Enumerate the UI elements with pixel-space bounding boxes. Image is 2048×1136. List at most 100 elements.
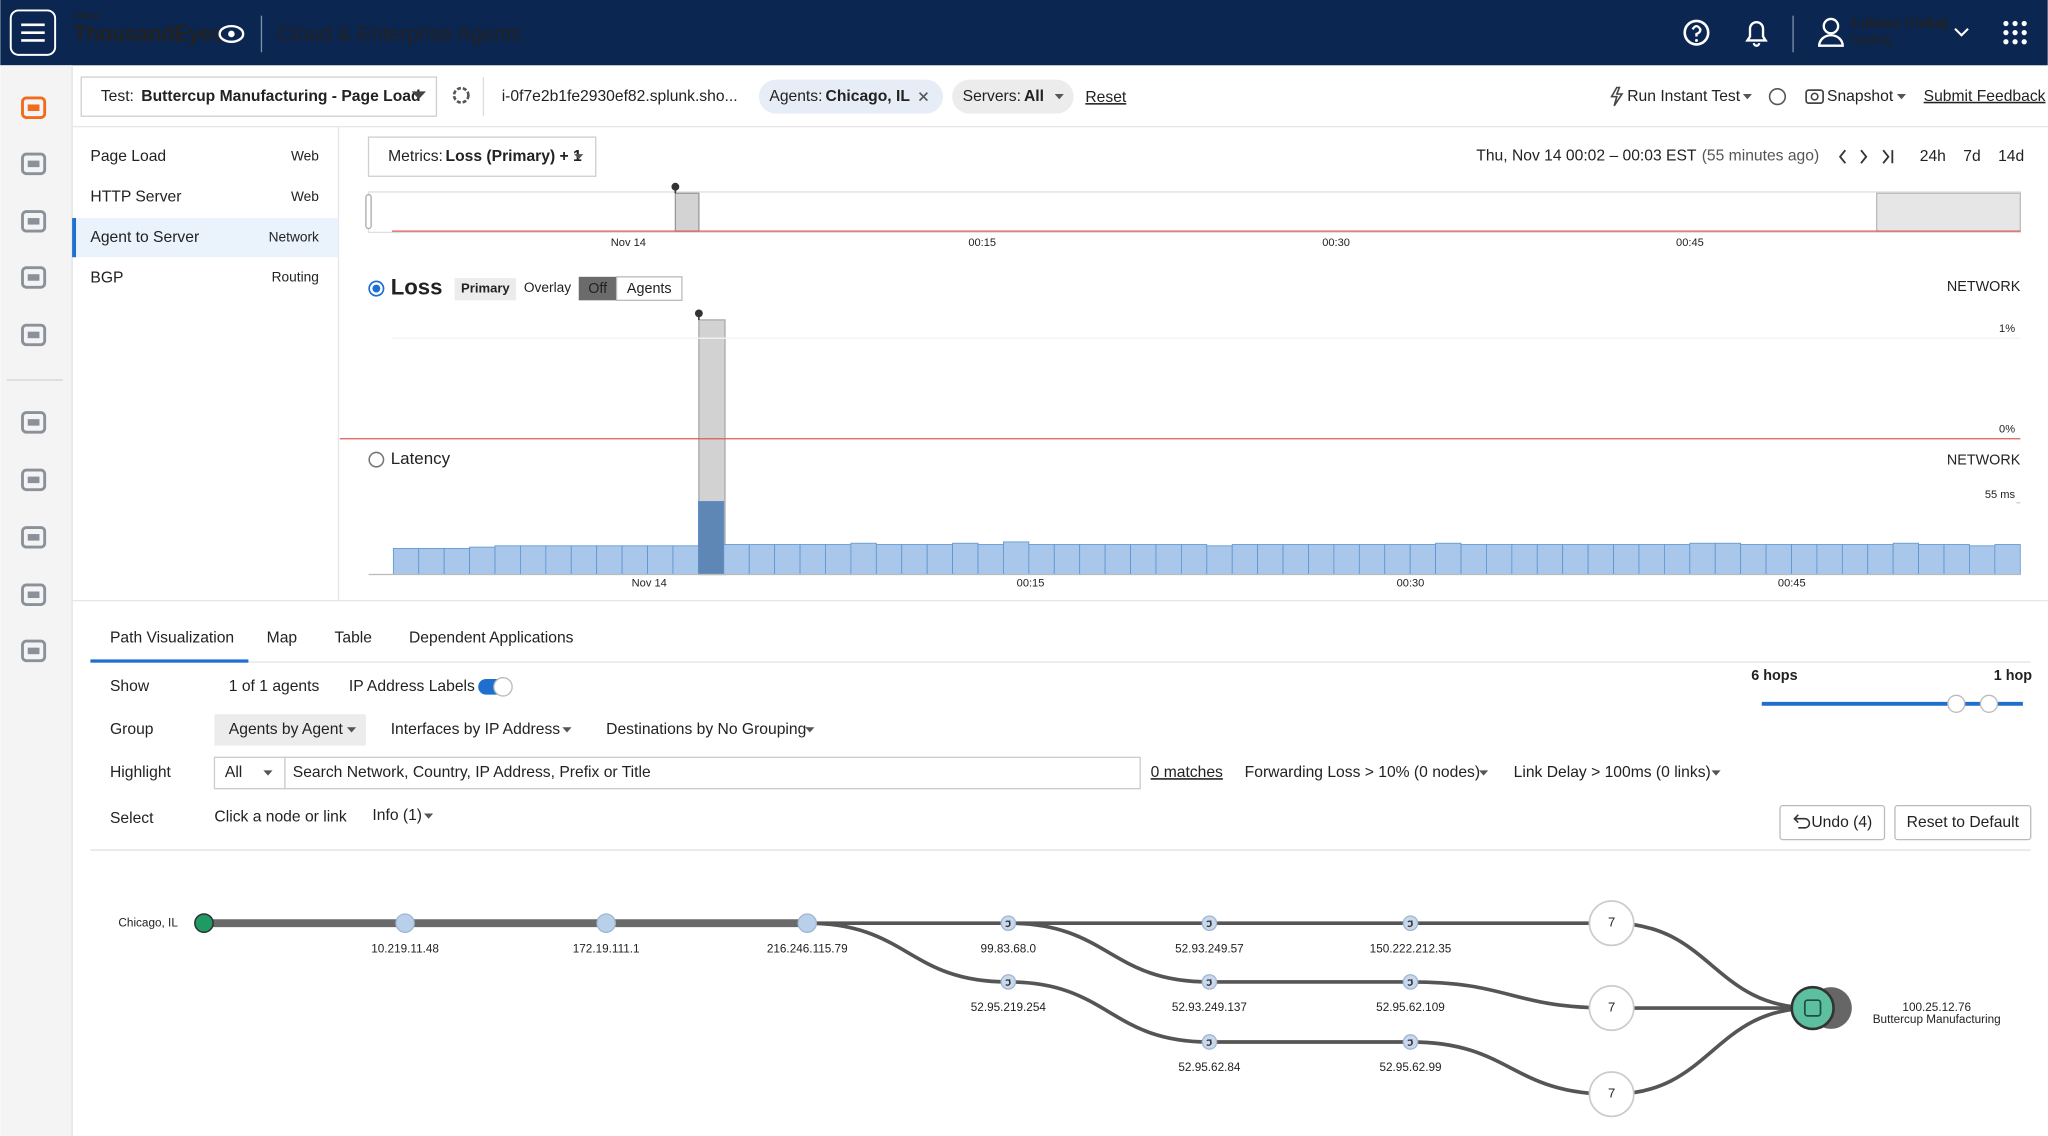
apps-dot	[2012, 39, 2017, 44]
group-option[interactable]: Agents by Agent	[229, 721, 344, 738]
latency-scope: NETWORK	[1947, 453, 2021, 469]
hops-knob[interactable]	[1948, 695, 1965, 712]
reset-link[interactable]: Reset	[1085, 89, 1127, 106]
hop-node[interactable]	[1202, 1035, 1216, 1049]
latency-bar	[1308, 544, 1333, 574]
help-dot	[1695, 39, 1698, 42]
hidden-hops-count: 7	[1608, 999, 1615, 1014]
tab[interactable]: Map	[267, 630, 298, 647]
latency-bar	[1181, 544, 1206, 574]
hop-node[interactable]	[798, 914, 816, 932]
latency-bar	[978, 544, 1003, 574]
link-delay[interactable]: Link Delay > 100ms (0 links)	[1514, 764, 1711, 781]
hop-label: 10.219.11.48	[371, 942, 439, 955]
latency-bar	[1410, 544, 1435, 574]
layer-name[interactable]: HTTP Server	[90, 188, 181, 205]
latency-bar	[1232, 544, 1257, 574]
overview-frame	[369, 192, 2021, 232]
latency-y-tick-label: 55 ms	[1985, 489, 2016, 501]
latency-bar	[648, 546, 673, 575]
nav-icon-detail	[28, 274, 40, 281]
layer-selected-bar	[72, 218, 76, 257]
hop-node[interactable]	[1403, 975, 1417, 989]
latency-bar	[1105, 544, 1130, 574]
overview-pin-head	[671, 183, 679, 191]
sidebar	[0, 65, 72, 1136]
layer-kind: Routing	[272, 270, 319, 285]
info[interactable]: Info (1)	[372, 807, 422, 824]
run-instant-test[interactable]: Run Instant Test	[1627, 88, 1741, 105]
latency-bar	[1512, 544, 1537, 574]
submit-feedback[interactable]: Submit Feedback	[1924, 88, 2046, 105]
hop-label: 52.93.249.137	[1172, 1001, 1247, 1014]
servers-label: Servers:	[963, 88, 1021, 105]
latency-bar	[1486, 544, 1511, 574]
hop-node[interactable]	[597, 914, 615, 932]
layer-kind: Web	[291, 148, 319, 163]
snapshot[interactable]: Snapshot	[1827, 88, 1894, 105]
tab[interactable]: Path Visualization	[110, 630, 234, 647]
latency-bar	[470, 547, 495, 574]
hops-knob[interactable]	[1980, 695, 1997, 712]
prev-arrow[interactable]	[1840, 150, 1845, 163]
apps-dot	[2012, 30, 2017, 35]
hop-node[interactable]	[1202, 916, 1216, 930]
hop-node[interactable]	[1202, 975, 1216, 989]
metrics-label: Metrics:	[388, 148, 443, 165]
time-span[interactable]: 7d	[1963, 148, 1980, 165]
time-span[interactable]: 24h	[1920, 148, 1946, 165]
latency-bar	[1131, 544, 1156, 574]
group-option[interactable]: Destinations by No Grouping	[606, 721, 806, 738]
time-range: Thu, Nov 14 00:02 – 00:03 EST(55 minutes…	[1476, 148, 1819, 165]
layer-name[interactable]: Page Load	[90, 148, 166, 165]
control-label: Select	[110, 810, 154, 827]
layer-name[interactable]: BGP	[90, 269, 123, 286]
layer-name[interactable]: Agent to Server	[90, 229, 199, 246]
nav-icon-detail	[28, 332, 40, 339]
agent-node[interactable]	[195, 914, 213, 932]
user-name[interactable]: Łukasz Ciukaj	[1852, 15, 1948, 31]
hop-node[interactable]	[1403, 916, 1417, 930]
reset-default-label: Reset to Default	[1907, 814, 2020, 831]
loss-overlay: Overlay	[524, 280, 571, 295]
overview-handle	[366, 195, 371, 229]
latency-bar	[1664, 544, 1689, 574]
destination-node[interactable]	[1792, 987, 1834, 1029]
settings-icon[interactable]	[454, 88, 468, 102]
nav-icon-detail	[28, 592, 40, 599]
latency-bar	[1868, 544, 1893, 574]
loss-radio-dot	[372, 285, 380, 293]
path-link[interactable]	[1612, 1008, 1813, 1094]
time-span[interactable]: 14d	[1998, 148, 2024, 165]
latency-bar	[1537, 544, 1562, 574]
tab[interactable]: Dependent Applications	[409, 630, 574, 647]
selected-pin-head	[695, 309, 703, 317]
latency-radio[interactable]	[369, 452, 383, 466]
hidden-hops-count: 7	[1608, 1086, 1615, 1101]
hop-node[interactable]	[1001, 916, 1015, 930]
show-value[interactable]: 1 of 1 agents	[229, 678, 320, 695]
hop-label: 216.246.115.79	[767, 942, 848, 955]
caret	[805, 727, 814, 732]
last-arrow[interactable]	[1883, 150, 1892, 163]
forwarding-loss[interactable]: Forwarding Loss > 10% (0 nodes)	[1245, 764, 1480, 781]
latency-bar	[1359, 544, 1384, 574]
latency-bar	[673, 546, 698, 575]
hop-node[interactable]	[396, 914, 414, 932]
camera-lens	[1811, 93, 1818, 100]
next-arrow[interactable]	[1861, 150, 1866, 163]
hop-node[interactable]	[1403, 1035, 1417, 1049]
hop-node[interactable]	[1001, 975, 1015, 989]
group-option[interactable]: Interfaces by IP Address	[391, 721, 561, 738]
latency-title: Latency	[391, 449, 451, 468]
caret	[1711, 770, 1720, 775]
path-link[interactable]	[1612, 923, 1813, 1008]
time-range-ago: (55 minutes ago)	[1702, 148, 1819, 165]
latency-bar	[1766, 544, 1791, 574]
brand: ThousandEyes	[73, 21, 223, 46]
tab[interactable]: Table	[335, 630, 373, 647]
latency-bar	[1334, 544, 1359, 574]
latency-bar	[698, 501, 723, 574]
test-name: Buttercup Manufacturing - Page Load	[141, 88, 420, 105]
layer-kind: Network	[269, 229, 319, 244]
